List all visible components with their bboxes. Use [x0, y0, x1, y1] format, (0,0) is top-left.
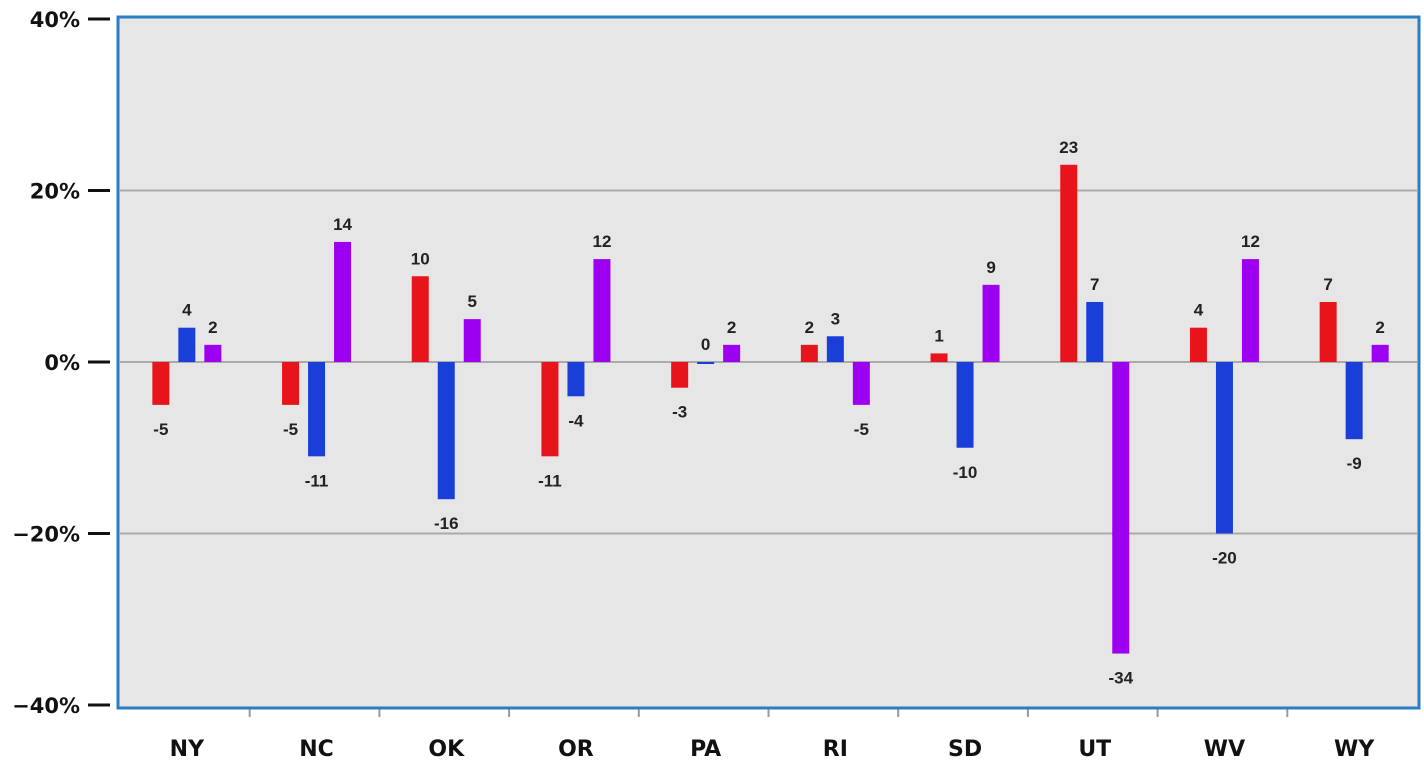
data-label-sd-s2: -10: [953, 463, 978, 482]
bar-nc-s1: [282, 362, 300, 405]
bar-ri-s3: [852, 362, 870, 405]
bar-sd-s3: [982, 284, 1000, 362]
y-tick-label-1: 20%: [30, 180, 80, 204]
bar-nc-s2: [308, 362, 326, 457]
bar-wv-s3: [1241, 259, 1259, 362]
bar-sd-s1: [930, 353, 948, 362]
bar-ok-s1: [411, 276, 429, 362]
bar-or-s2: [567, 362, 585, 397]
bar-ut-s1: [1060, 164, 1078, 362]
x-tick-label-or: OR: [558, 737, 594, 760]
bar-wv-s2: [1215, 362, 1233, 534]
data-label-nc-s2: -11: [305, 471, 329, 490]
y-tick-label-3: −20%: [12, 523, 80, 547]
data-label-wv-s3: 12: [1241, 232, 1260, 251]
data-label-ok-s3: 5: [468, 292, 477, 311]
data-label-ok-s2: -16: [434, 514, 459, 533]
bar-sd-s2: [956, 362, 974, 448]
bar-wy-s2: [1345, 362, 1363, 440]
data-label-ri-s3: -5: [854, 420, 869, 439]
x-tick-label-wv: WV: [1204, 737, 1245, 760]
x-axis-labels: NY NC OK OR PA RI SD UT WV WY: [170, 737, 1376, 760]
data-label-or-s2: -4: [568, 411, 584, 430]
data-label-wy-s2: -9: [1347, 454, 1362, 473]
data-label-sd-s3: 9: [986, 258, 995, 277]
data-label-pa-s3: 2: [727, 318, 736, 337]
bar-ny-s2: [178, 327, 196, 362]
bar-wy-s3: [1371, 344, 1389, 362]
y-axis: 40% 20% 0% −20% −40%: [12, 8, 110, 718]
data-label-pa-s1: -3: [672, 403, 687, 422]
data-label-ri-s2: 3: [831, 309, 840, 328]
data-label-ut-s3: -34: [1108, 669, 1133, 688]
data-label-ut-s2: 7: [1090, 275, 1099, 294]
x-tick-label-nc: NC: [299, 737, 334, 760]
bar-or-s1: [541, 362, 559, 457]
data-label-nc-s1: -5: [283, 420, 298, 439]
x-tick-label-ny: NY: [170, 737, 205, 760]
bar-ok-s2: [437, 362, 455, 500]
bars: [152, 164, 1389, 654]
bar-pa-s3: [723, 344, 741, 362]
data-label-ny-s3: 2: [208, 318, 217, 337]
bar-pa-s2: [697, 362, 715, 364]
x-tick-label-pa: PA: [690, 737, 721, 760]
data-label-or-s1: -11: [538, 471, 562, 490]
bar-wy-s1: [1319, 301, 1337, 362]
bar-or-s3: [593, 259, 611, 362]
data-label-or-s3: 12: [592, 232, 611, 251]
bar-pa-s1: [671, 362, 689, 388]
bar-wv-s1: [1189, 327, 1207, 362]
bar-ut-s3: [1112, 362, 1130, 654]
bar-ut-s2: [1086, 301, 1104, 362]
x-tick-label-ut: UT: [1078, 737, 1111, 760]
bar-ok-s3: [463, 319, 481, 362]
data-label-ri-s1: 2: [805, 318, 814, 337]
bar-ny-s1: [152, 362, 170, 405]
data-label-ok-s1: 10: [411, 249, 430, 268]
data-label-ut-s1: 23: [1059, 138, 1078, 157]
data-label-wy-s1: 7: [1323, 275, 1332, 294]
data-label-pa-s2: 0: [701, 335, 710, 354]
data-label-wv-s2: -20: [1212, 549, 1237, 568]
bar-nc-s3: [334, 241, 352, 362]
x-tick-label-wy: WY: [1334, 737, 1375, 760]
plot-frame: [116, 15, 1421, 710]
data-label-ny-s1: -5: [153, 420, 168, 439]
y-tick-label-2: 0%: [44, 351, 80, 375]
x-tick-label-ok: OK: [428, 737, 465, 760]
data-label-sd-s1: 1: [934, 326, 943, 345]
y-tick-label-4: −40%: [12, 694, 80, 718]
bar-ri-s1: [800, 344, 818, 362]
x-tick-label-sd: SD: [948, 737, 982, 760]
bar-ri-s2: [826, 336, 844, 362]
y-tick-label-0: 40%: [30, 8, 80, 32]
bar-ny-s3: [204, 344, 222, 362]
x-tick-label-ri: RI: [823, 737, 848, 760]
data-label-wv-s1: 4: [1194, 301, 1204, 320]
data-label-nc-s3: 14: [333, 215, 352, 234]
data-label-ny-s2: 4: [182, 301, 192, 320]
data-label-wy-s3: 2: [1375, 318, 1384, 337]
